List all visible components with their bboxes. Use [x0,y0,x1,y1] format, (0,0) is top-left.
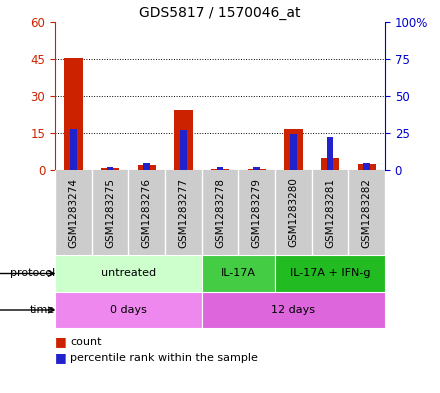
Text: GSM1283280: GSM1283280 [288,178,298,248]
Text: percentile rank within the sample: percentile rank within the sample [70,353,258,363]
Bar [253,167,260,170]
Bar [174,110,193,170]
Bar [101,168,119,170]
Text: GSM1283277: GSM1283277 [178,178,188,248]
Bar [64,58,83,170]
Text: ■: ■ [55,351,67,364]
Text: protocol: protocol [10,268,55,279]
Text: GSM1283276: GSM1283276 [142,178,152,248]
Bar [248,169,266,170]
Bar [143,163,150,170]
Bar [284,129,303,170]
Bar [202,292,385,328]
Text: 0 days: 0 days [110,305,147,315]
Text: GSM1283275: GSM1283275 [105,178,115,248]
Bar [55,255,202,292]
Bar [70,129,77,170]
Text: time: time [30,305,55,315]
Text: count: count [70,337,102,347]
Text: IL-17A: IL-17A [221,268,256,279]
Bar [138,165,156,170]
Text: GSM1283278: GSM1283278 [215,178,225,248]
Text: GSM1283279: GSM1283279 [252,178,262,248]
Bar [180,130,187,170]
Bar [358,164,376,170]
Bar [202,255,275,292]
Text: untreated: untreated [101,268,156,279]
Text: IL-17A + IFN-g: IL-17A + IFN-g [290,268,370,279]
Title: GDS5817 / 1570046_at: GDS5817 / 1570046_at [139,6,301,20]
Bar [211,169,229,170]
Text: GSM1283274: GSM1283274 [68,178,78,248]
Bar [55,292,202,328]
Bar [107,167,114,170]
Text: ■: ■ [55,336,67,349]
Text: 12 days: 12 days [271,305,315,315]
Bar [217,167,224,170]
Bar [290,134,297,170]
Bar [327,138,334,170]
Text: GSM1283282: GSM1283282 [362,178,372,248]
Bar [363,163,370,170]
Bar [321,158,339,170]
Text: GSM1283281: GSM1283281 [325,178,335,248]
Bar [275,255,385,292]
